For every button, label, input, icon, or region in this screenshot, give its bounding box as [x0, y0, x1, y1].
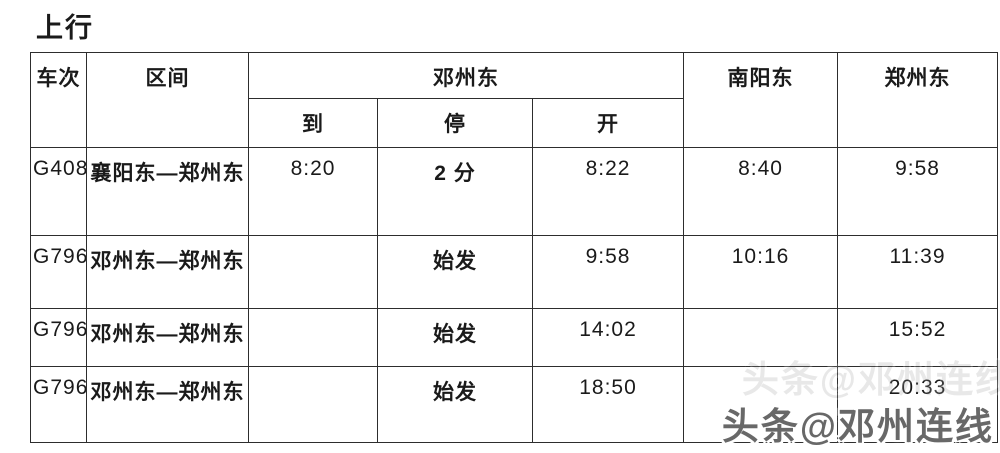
- header-row-2: 到 停 开: [31, 98, 998, 148]
- cell-depart: 18:50: [531, 366, 685, 443]
- col-header-dengzhou-east: 邓州东: [247, 52, 685, 99]
- cell-depart: 9:58: [531, 235, 685, 309]
- cell-section: 邓州东—郑州东: [86, 308, 249, 367]
- cell-depart: 8:22: [531, 147, 685, 236]
- watermark-ghost: 头条@邓州连线: [741, 359, 1000, 400]
- cell-train-no: G7962: [30, 235, 87, 309]
- cell-arrive: [248, 235, 378, 309]
- col-header-nanyang-east: 南阳东: [683, 52, 839, 148]
- cell-arrive: [248, 308, 378, 367]
- cell-depart: 14:02: [531, 308, 685, 367]
- table-row: G7966 邓州东—郑州东 始发 18:50 20:33: [30, 366, 999, 443]
- table-row: G7962 邓州东—郑州东 始发 9:58 10:16 11:39: [30, 235, 999, 309]
- watermark: 头条@邓州连线: [721, 406, 994, 447]
- cell-zhengzhou-east: 20:33: [837, 366, 999, 443]
- train-timetable: 车次 区间 邓州东 南阳东 郑州东 到 停 开 G4085 襄阳东—郑州东 8:…: [30, 52, 999, 443]
- col-header-train-no: 车次: [30, 52, 87, 148]
- col-header-depart: 开: [531, 98, 685, 148]
- col-header-section: 区间: [86, 52, 249, 148]
- cell-section: 邓州东—郑州东: [86, 235, 249, 309]
- cell-train-no: G7964: [30, 308, 87, 367]
- cell-arrive: 8:20: [248, 147, 378, 236]
- cell-zhengzhou-east: 15:52: [837, 308, 999, 367]
- cell-stop: 始发: [377, 366, 533, 443]
- cell-nanyang-east: 10:16: [683, 235, 839, 309]
- cell-zhengzhou-east: 11:39: [837, 235, 999, 309]
- cell-nanyang-east: 8:40: [683, 147, 839, 236]
- col-header-zhengzhou-east: 郑州东: [837, 52, 999, 148]
- cell-arrive: [248, 366, 378, 443]
- cell-stop: 始发: [377, 235, 533, 309]
- page-title: 上行: [36, 13, 94, 43]
- cell-section: 邓州东—郑州东: [86, 366, 249, 443]
- table-row: G7964 邓州东—郑州东 始发 14:02 15:52: [30, 308, 999, 367]
- cell-section: 襄阳东—郑州东: [86, 147, 249, 236]
- cell-nanyang-east: [683, 366, 839, 443]
- header-row-1: 车次 区间 邓州东 南阳东 郑州东: [30, 52, 999, 148]
- cell-train-no: G4085: [30, 147, 87, 236]
- col-header-arrive: 到: [248, 98, 378, 148]
- cell-stop: 2 分: [377, 147, 533, 236]
- cell-stop: 始发: [377, 308, 533, 367]
- col-header-stop: 停: [377, 98, 533, 148]
- table-row: G4085 襄阳东—郑州东 8:20 2 分 8:22 8:40 9:58: [30, 147, 999, 236]
- cell-train-no: G7966: [30, 366, 87, 443]
- cell-zhengzhou-east: 9:58: [837, 147, 999, 236]
- cell-nanyang-east: [683, 308, 839, 367]
